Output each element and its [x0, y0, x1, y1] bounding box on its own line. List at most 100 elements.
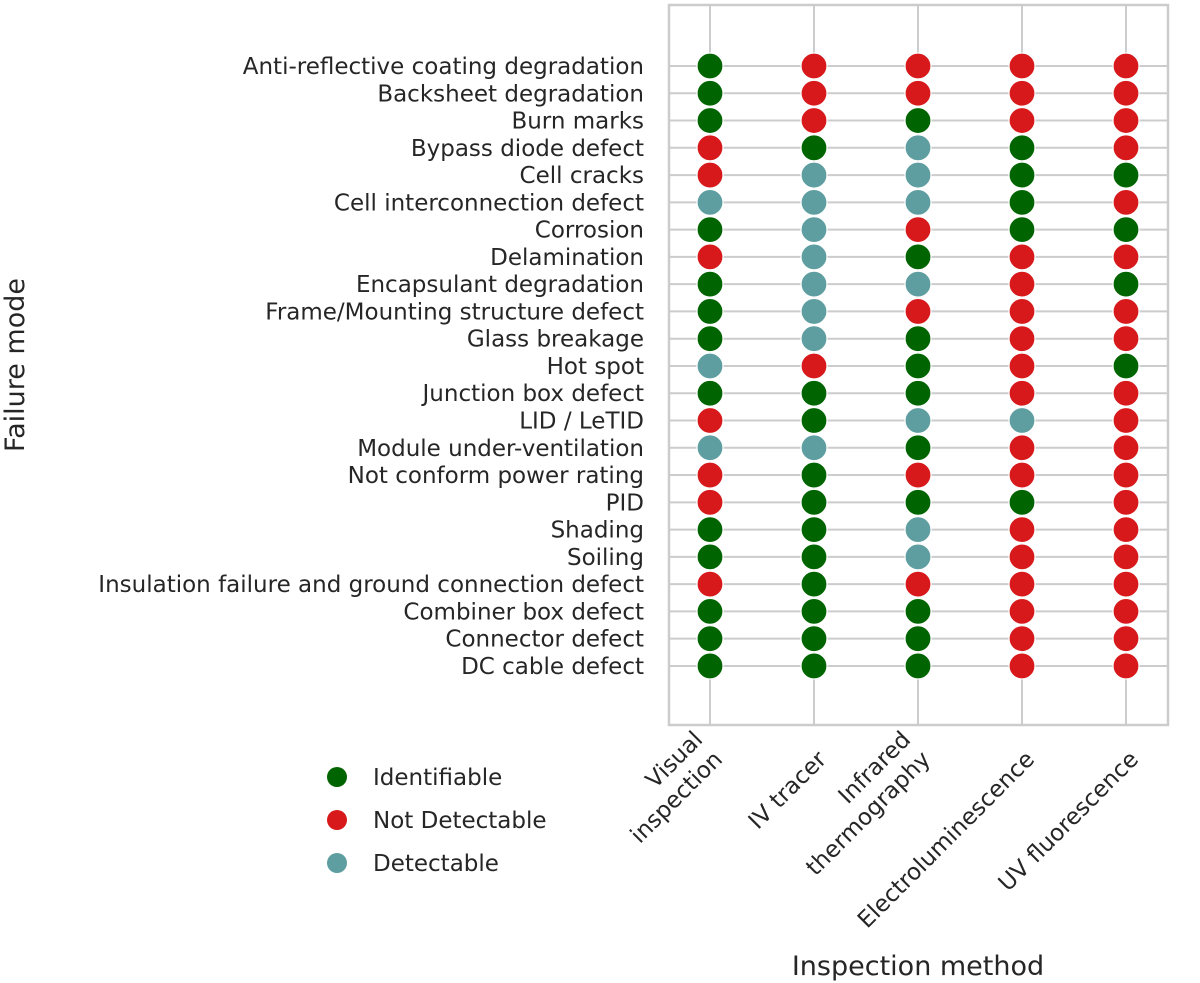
point-18-4 — [1112, 543, 1140, 571]
point-10-2 — [904, 325, 932, 353]
point-20-2 — [904, 597, 932, 626]
point-5-1 — [800, 188, 828, 216]
point-6-4 — [1112, 216, 1140, 244]
point-17-0 — [696, 515, 724, 544]
point-15-3 — [1008, 461, 1036, 489]
point-10-0 — [696, 325, 724, 353]
point-15-1 — [800, 461, 828, 489]
y-tick-label: Combiner box defect — [403, 599, 644, 625]
y-tick-label: Junction box defect — [421, 381, 645, 407]
point-18-0 — [696, 543, 724, 571]
point-17-4 — [1112, 515, 1140, 544]
point-14-3 — [1008, 434, 1036, 462]
point-21-1 — [800, 625, 828, 653]
point-12-2 — [904, 379, 932, 407]
point-5-0 — [696, 188, 724, 216]
point-15-0 — [696, 461, 724, 489]
point-18-1 — [800, 543, 828, 571]
point-22-2 — [904, 652, 932, 680]
point-22-0 — [696, 652, 724, 680]
point-11-1 — [800, 352, 828, 380]
point-0-1 — [800, 52, 828, 80]
point-3-2 — [904, 134, 932, 162]
point-17-1 — [800, 515, 828, 544]
point-6-2 — [904, 216, 932, 244]
point-22-3 — [1008, 652, 1036, 680]
point-14-2 — [904, 434, 932, 462]
point-13-0 — [696, 406, 724, 435]
point-19-2 — [904, 570, 932, 598]
point-19-3 — [1008, 570, 1036, 598]
y-tick-label: Soiling — [567, 545, 644, 571]
y-tick-label: Corrosion — [535, 218, 644, 244]
x-tick-label: IV tracer — [744, 746, 833, 835]
y-tick-label: Shading — [551, 518, 644, 544]
point-9-3 — [1008, 297, 1036, 326]
point-6-0 — [696, 216, 724, 244]
point-3-4 — [1112, 134, 1140, 162]
point-21-0 — [696, 625, 724, 653]
point-20-3 — [1008, 597, 1036, 626]
y-tick-label: PID — [606, 490, 644, 516]
point-19-0 — [696, 570, 724, 598]
y-tick-label: Module under-ventilation — [357, 436, 644, 462]
y-tick-label: Encapsulant degradation — [356, 272, 644, 298]
point-10-4 — [1112, 325, 1140, 353]
point-2-3 — [1008, 106, 1036, 135]
x-tick-label: Visualinspection — [606, 727, 728, 849]
point-8-1 — [800, 270, 828, 298]
y-tick-label: Not conform power rating — [348, 463, 644, 489]
point-0-0 — [696, 52, 724, 80]
point-21-3 — [1008, 625, 1036, 653]
legend-label-0: Identifiable — [373, 765, 502, 791]
point-11-0 — [696, 352, 724, 380]
y-tick-label: Bypass diode defect — [411, 136, 644, 162]
point-20-0 — [696, 597, 724, 626]
y-tick-label: DC cable defect — [461, 654, 644, 680]
point-8-0 — [696, 270, 724, 298]
y-tick-label: Cell interconnection defect — [334, 190, 644, 216]
point-6-1 — [800, 216, 828, 244]
y-tick-label: LID / LeTID — [519, 409, 644, 435]
point-4-2 — [904, 161, 932, 189]
point-18-2 — [904, 543, 932, 571]
y-axis-title: Failure mode — [0, 278, 31, 452]
y-tick-label: Burn marks — [511, 109, 644, 135]
point-10-3 — [1008, 325, 1036, 353]
point-6-3 — [1008, 216, 1036, 244]
point-7-4 — [1112, 243, 1140, 271]
point-12-0 — [696, 379, 724, 407]
point-0-2 — [904, 52, 932, 80]
point-13-4 — [1112, 406, 1140, 435]
point-9-1 — [800, 297, 828, 326]
point-19-4 — [1112, 570, 1140, 598]
point-16-1 — [800, 488, 828, 516]
y-tick-label: Delamination — [490, 245, 644, 271]
point-13-1 — [800, 406, 828, 435]
point-7-0 — [696, 243, 724, 271]
point-13-3 — [1008, 406, 1036, 435]
x-axis-title: Inspection method — [792, 951, 1044, 982]
point-19-1 — [800, 570, 828, 598]
point-12-4 — [1112, 379, 1140, 407]
point-2-1 — [800, 106, 828, 135]
data-points — [696, 52, 1140, 680]
point-9-0 — [696, 297, 724, 326]
point-21-2 — [904, 625, 932, 653]
point-13-2 — [904, 406, 932, 435]
point-11-4 — [1112, 352, 1140, 380]
y-tick-label: Cell cracks — [520, 163, 644, 189]
y-tick-label: Frame/Mounting structure defect — [265, 299, 644, 325]
point-7-1 — [800, 243, 828, 271]
y-tick-label: Backsheet degradation — [377, 81, 644, 107]
point-1-3 — [1008, 79, 1036, 107]
point-2-2 — [904, 106, 932, 135]
plot-area-frame — [667, 3, 1170, 727]
point-15-2 — [904, 461, 932, 489]
point-1-1 — [800, 79, 828, 107]
legend-marker-1 — [327, 810, 347, 830]
y-tick-label: Hot spot — [547, 354, 644, 380]
point-4-0 — [696, 161, 724, 189]
point-0-3 — [1008, 52, 1036, 80]
